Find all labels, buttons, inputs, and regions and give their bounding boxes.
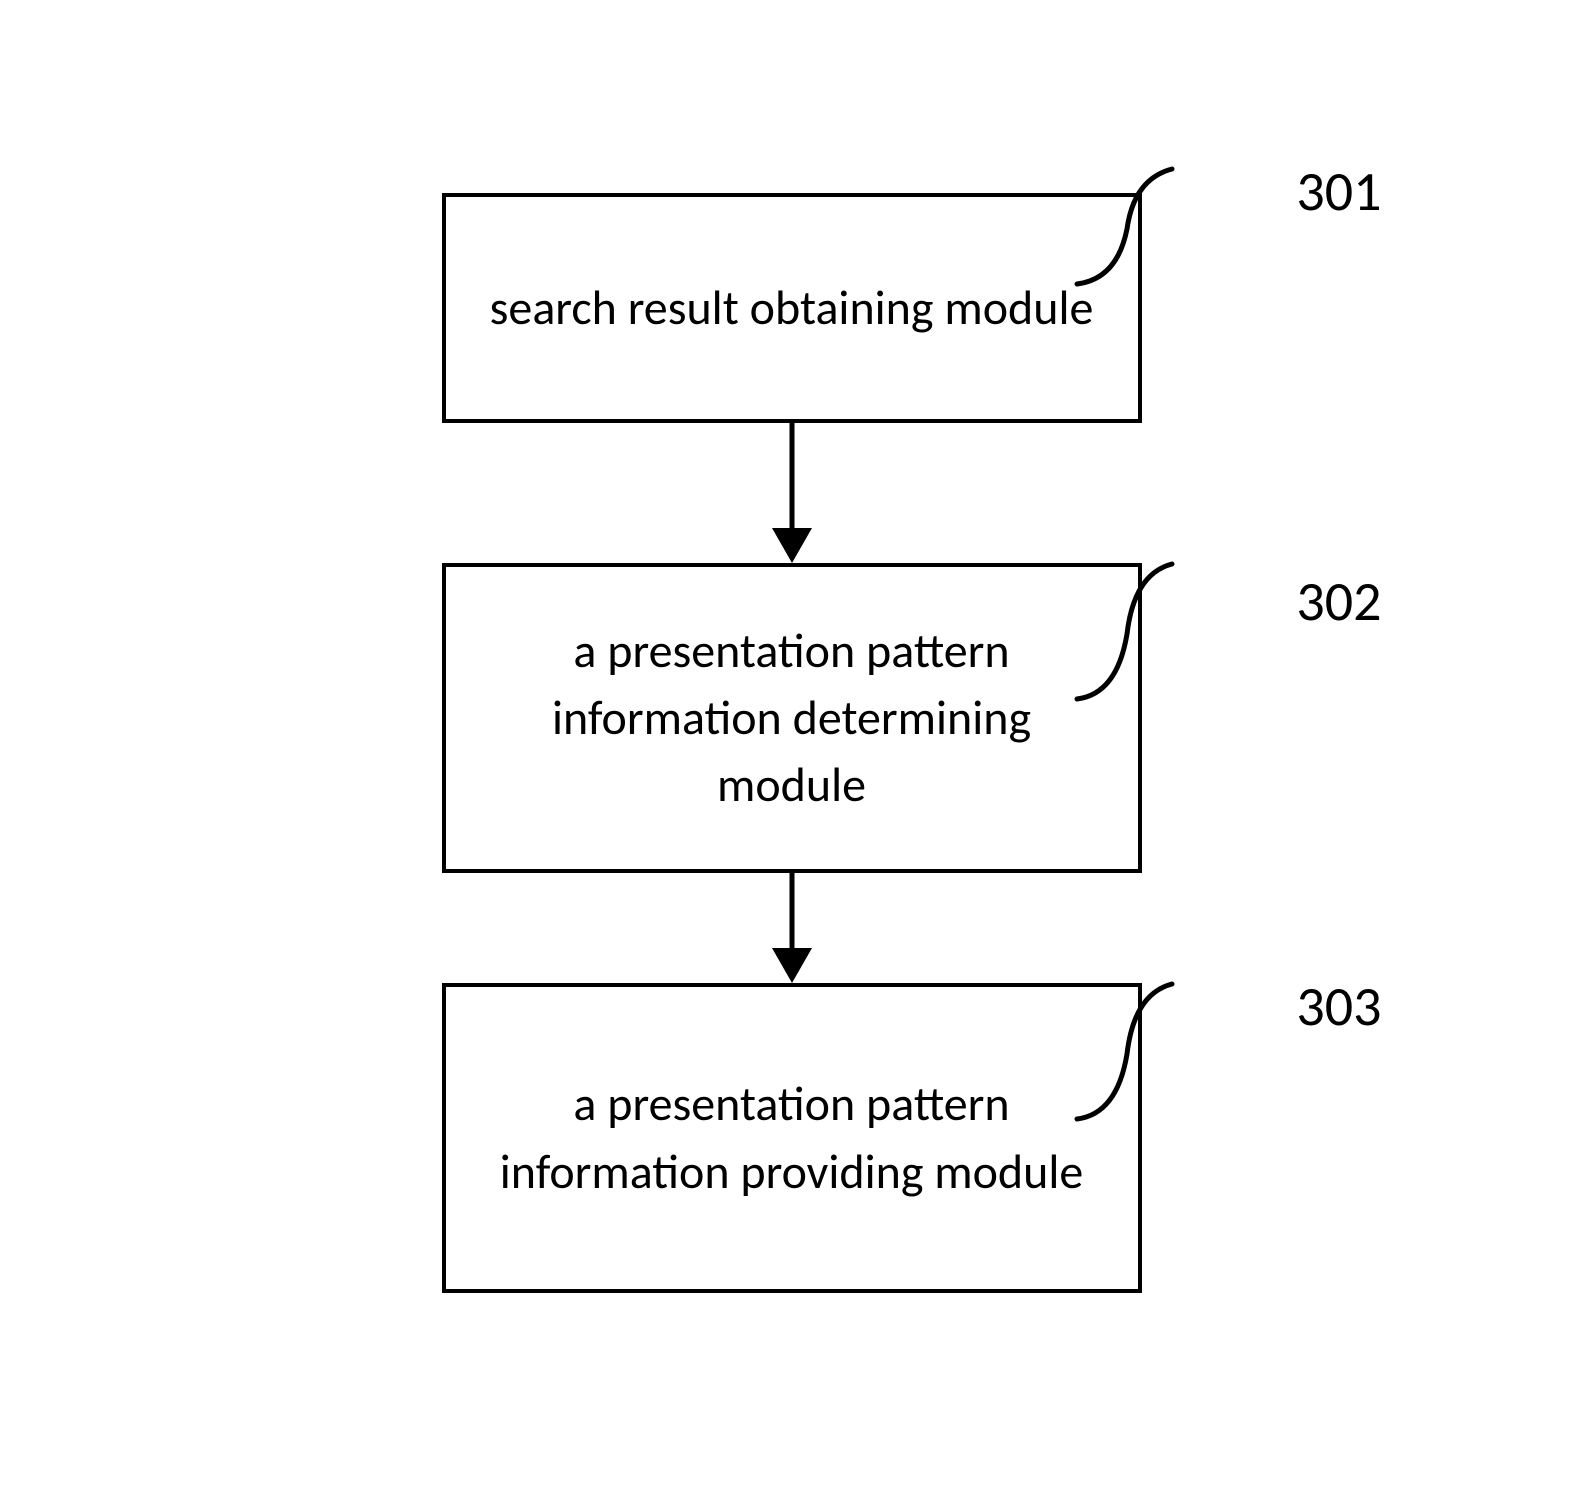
label-302: 302 <box>1296 568 1381 636</box>
node-3-wrap: a presentation pattern information provi… <box>442 983 1142 1293</box>
node-2-text: a presentation pattern information deter… <box>476 617 1108 819</box>
callout-1 <box>1072 114 1192 294</box>
node-1-text: search result obtaining module <box>490 274 1094 341</box>
arrow-2-to-3 <box>442 873 1142 983</box>
node-2-wrap: a presentation pattern information deter… <box>442 563 1142 873</box>
label-301: 301 <box>1296 158 1381 226</box>
callout-3 <box>1072 929 1192 1129</box>
node-3-text: a presentation pattern information provi… <box>476 1070 1108 1204</box>
node-search-result-obtaining: search result obtaining module <box>442 193 1142 423</box>
node-presentation-pattern-providing: a presentation pattern information provi… <box>442 983 1142 1293</box>
node-presentation-pattern-determining: a presentation pattern information deter… <box>442 563 1142 873</box>
flowchart-container: search result obtaining module 301 a pre… <box>242 193 1342 1293</box>
arrow-1-to-2 <box>442 423 1142 563</box>
node-1-wrap: search result obtaining module 301 <box>442 193 1142 423</box>
callout-2 <box>1072 509 1192 709</box>
label-303: 303 <box>1296 973 1381 1041</box>
